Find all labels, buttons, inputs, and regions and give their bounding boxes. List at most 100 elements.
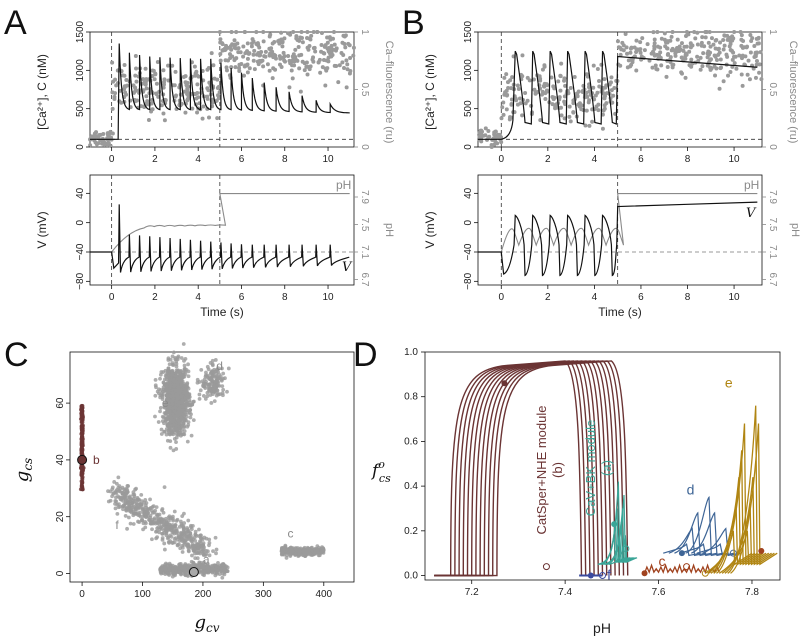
parameter-point [220,575,225,580]
parameter-point [159,391,164,396]
fluorescence-point [195,91,200,96]
parameter-point [165,571,170,576]
fluorescence-point [154,81,159,86]
x-tick-label: 7.8 [745,587,759,598]
fluorescence-point [638,50,643,55]
fluorescence-point [295,58,300,63]
fluorescence-point [192,64,197,69]
fluorescence-point [259,49,264,54]
parameter-point [162,429,167,434]
gcs-axis-subscript: cs [21,458,35,471]
fluorescence-point [122,63,127,68]
parameter-point [171,530,176,535]
y-tick-label: 7.1 [767,245,778,259]
parameter-point [177,566,182,571]
parameter-point [201,383,205,388]
parameter-point [182,429,187,433]
parameter-point [150,537,154,542]
d-curve [696,543,735,557]
parameter-point [145,510,150,515]
y-tick-label: 20 [55,511,66,523]
fluorescence-point [101,131,106,136]
parameter-point [209,370,213,375]
fluorescence-point [215,93,220,98]
fluorescence-point [663,40,668,45]
parameter-point [133,487,138,492]
fluorescence-point [696,58,701,63]
parameter-point [280,551,285,555]
fluorescence-point [287,85,292,90]
d-marker [678,550,685,557]
fluorescence-point [325,35,330,40]
fluorescence-point [88,143,93,148]
y-tick-label: 0.4 [404,481,418,492]
parameter-point [80,412,85,417]
parameter-point [189,525,193,530]
fluorescence-point [315,30,320,34]
fluorescence-point [279,37,284,42]
parameter-point [184,533,189,538]
parameter-point [150,527,154,532]
fluorescence-point [586,85,591,90]
e-marker [701,569,709,577]
family-label: f [607,567,611,583]
plot-frame [477,174,763,286]
fluorescence-point [740,83,745,88]
fluorescence-point [144,94,149,99]
parameter-point [186,542,191,547]
gcs-axis-symbol: g [12,471,33,483]
parameter-point [208,377,213,382]
fcs-axis-label: fo cs [370,458,391,485]
fluorescence-point [153,72,158,77]
v-trace-tag: V [746,206,757,221]
fluorescence-point [501,100,506,105]
fluorescence-point [144,86,149,91]
fluorescence-point [714,58,719,63]
fluorescence-point [232,57,237,62]
parameter-point [160,531,165,536]
parameter-point [182,521,187,525]
fluorescence-point [517,96,522,101]
fluorescence-point [642,48,647,53]
parameter-point [180,514,185,519]
fluorescence-point [741,54,746,59]
parameter-point [159,526,164,531]
fluorescence-point [288,32,293,37]
fluorescence-point [267,53,272,58]
fluorescence-point [489,145,494,149]
fluorescence-point [225,45,230,50]
e-curve [727,405,775,574]
fluorescence-point [483,126,488,131]
parameter-point [169,515,174,520]
cluster-label: d [216,359,223,373]
fluorescence-point [317,57,322,62]
x-tick-label: 7.4 [558,587,572,598]
c-marker [641,570,648,577]
fluorescence-point [237,69,242,74]
fluorescence-point [193,73,198,78]
cav-curve [608,535,638,565]
fluorescence-point [149,109,154,114]
parameter-point [297,550,302,555]
parameter-point [293,552,298,557]
fluorescence-point [162,80,167,85]
d-curve [663,543,701,557]
parameter-point [81,423,85,428]
parameter-point [131,513,136,518]
fluorescence-point [299,52,304,57]
parameter-point [79,436,84,441]
x-tick-label: 4 [592,292,598,303]
fluorescence-point [119,100,124,105]
fluorescence-point [587,123,592,128]
fluorescence-point [237,66,242,71]
parameter-point [307,548,312,552]
parameter-point [214,563,219,568]
parameter-point [125,526,129,531]
parameter-point [178,426,183,431]
parameter-point [165,415,170,420]
parameter-point [188,564,193,568]
parameter-point [128,521,133,526]
parameter-point [162,541,167,546]
fluorescence-point [113,91,118,96]
fluorescence-point [102,142,107,147]
